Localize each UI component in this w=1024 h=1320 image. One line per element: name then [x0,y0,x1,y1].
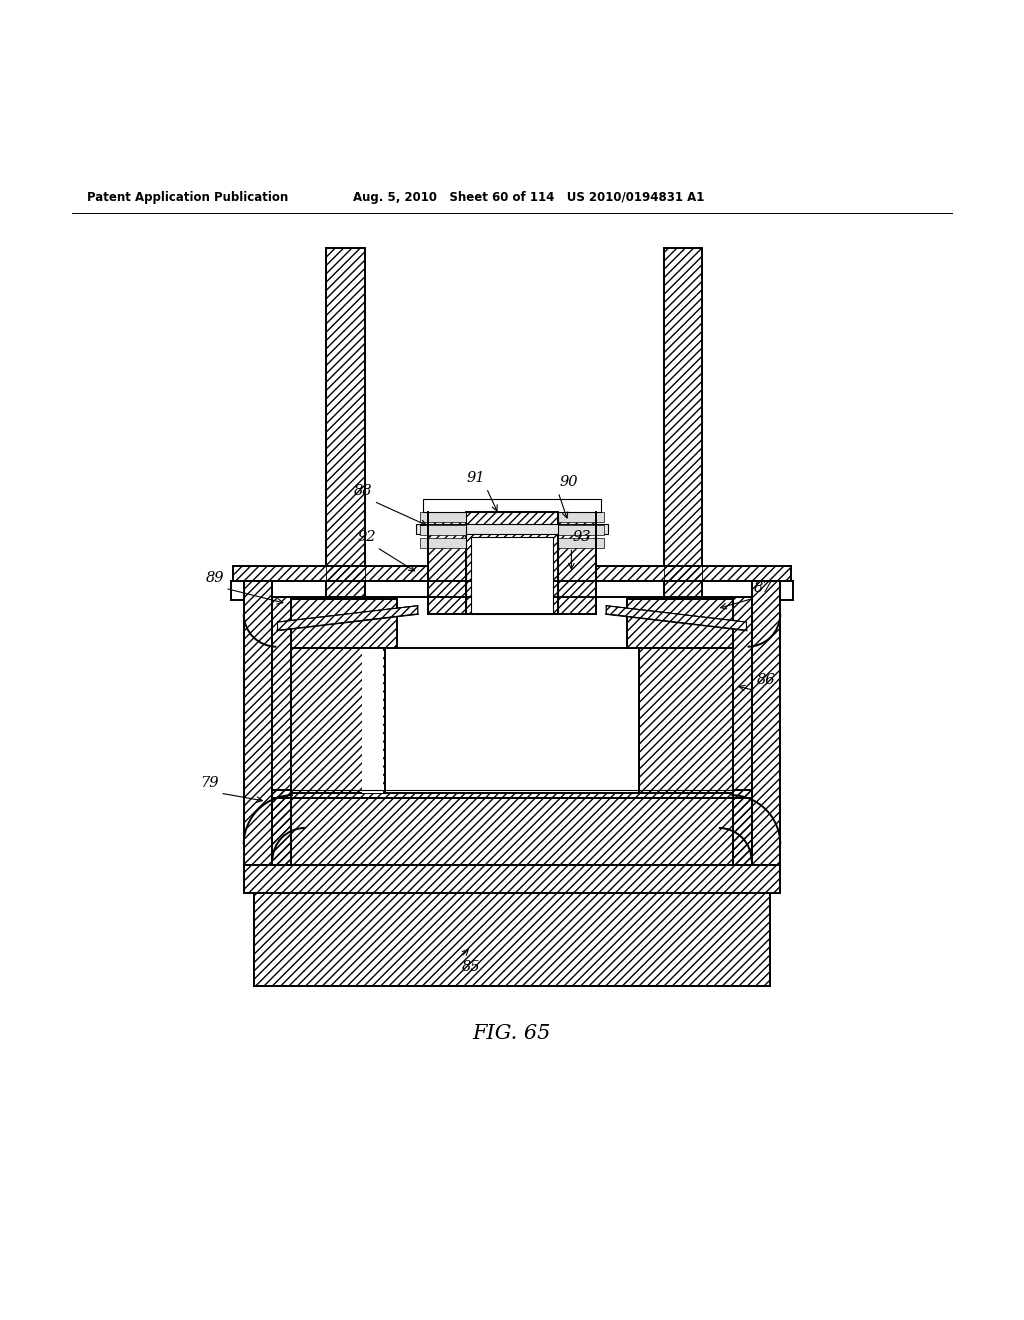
Text: 91: 91 [467,471,485,484]
Bar [733,597,752,865]
Bar [362,648,383,793]
Text: 89: 89 [206,572,224,585]
Bar [291,598,385,793]
Text: 88: 88 [354,484,373,498]
Bar [420,525,466,535]
Bar [558,512,596,614]
Bar [420,512,466,521]
Text: FIG. 65: FIG. 65 [473,1024,551,1043]
Bar [326,248,365,612]
Bar [272,799,752,865]
Bar [471,537,553,614]
Bar [627,598,733,648]
Bar [664,248,702,612]
Bar [627,598,733,648]
Bar [416,524,608,535]
Text: 85: 85 [462,960,480,974]
Bar [272,597,291,865]
Bar [664,248,702,612]
Bar [244,865,780,894]
Bar [291,598,397,648]
Bar [244,581,272,865]
Bar [326,248,365,612]
Bar [254,894,770,986]
Bar [420,539,466,548]
Bar [752,581,780,865]
Bar [272,791,752,799]
Bar [244,865,780,894]
Bar [466,512,558,614]
Bar [558,539,604,548]
Bar [558,525,604,535]
Bar [428,512,466,614]
Bar [752,581,780,865]
Text: Aug. 5, 2010   Sheet 60 of 114   US 2010/0194831 A1: Aug. 5, 2010 Sheet 60 of 114 US 2010/019… [353,190,705,203]
Bar [733,597,752,865]
Bar [558,512,596,614]
Bar [428,512,466,614]
Bar [233,566,791,581]
Bar [639,598,733,793]
Text: 93: 93 [572,531,591,544]
Text: 87: 87 [754,581,772,595]
Text: 90: 90 [559,475,578,488]
Polygon shape [606,606,746,631]
Bar [272,791,752,799]
Text: 86: 86 [757,673,775,688]
Bar [233,566,791,581]
Bar [291,598,385,793]
Bar [558,512,604,521]
Bar [272,799,752,865]
Polygon shape [278,606,418,631]
Bar [385,648,639,793]
Bar [466,512,558,614]
Text: 79: 79 [201,776,219,789]
Text: Patent Application Publication: Patent Application Publication [87,190,289,203]
Bar [423,499,601,512]
Bar [272,597,291,865]
Bar [254,894,770,986]
Bar [244,581,272,865]
Text: 92: 92 [357,531,376,544]
Bar [639,598,733,793]
Bar [291,598,397,648]
